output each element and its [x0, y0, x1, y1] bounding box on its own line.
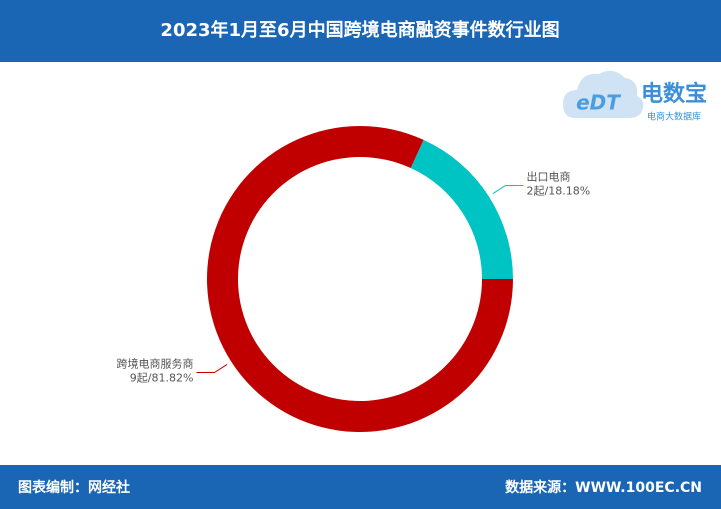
logo-tagline: 电商大数据库 [647, 111, 701, 123]
logo-mark: eDT [576, 91, 621, 115]
logo: eDT 电数宝 电商大数据库 [563, 70, 707, 123]
chart-title: 2023年1月至6月中国跨境电商融资事件数行业图 [160, 19, 559, 41]
value-label: 9起/81.82% [130, 372, 194, 385]
leader-line [492, 184, 524, 194]
footer-bar [0, 465, 721, 509]
segment-label: 跨境电商服务商 [116, 357, 193, 371]
donut-segment [410, 139, 513, 279]
header-bar [0, 0, 721, 62]
logo-name: 电数宝 [641, 81, 707, 107]
value-label: 2起/18.18% [527, 184, 591, 197]
logo-cloud [563, 70, 644, 118]
leader-line [196, 364, 228, 374]
segment-label: 出口电商 [527, 169, 571, 183]
footer-right: 数据来源：WWW.100EC.CN [505, 479, 702, 496]
footer-left: 图表编制：网经社 [18, 479, 130, 496]
